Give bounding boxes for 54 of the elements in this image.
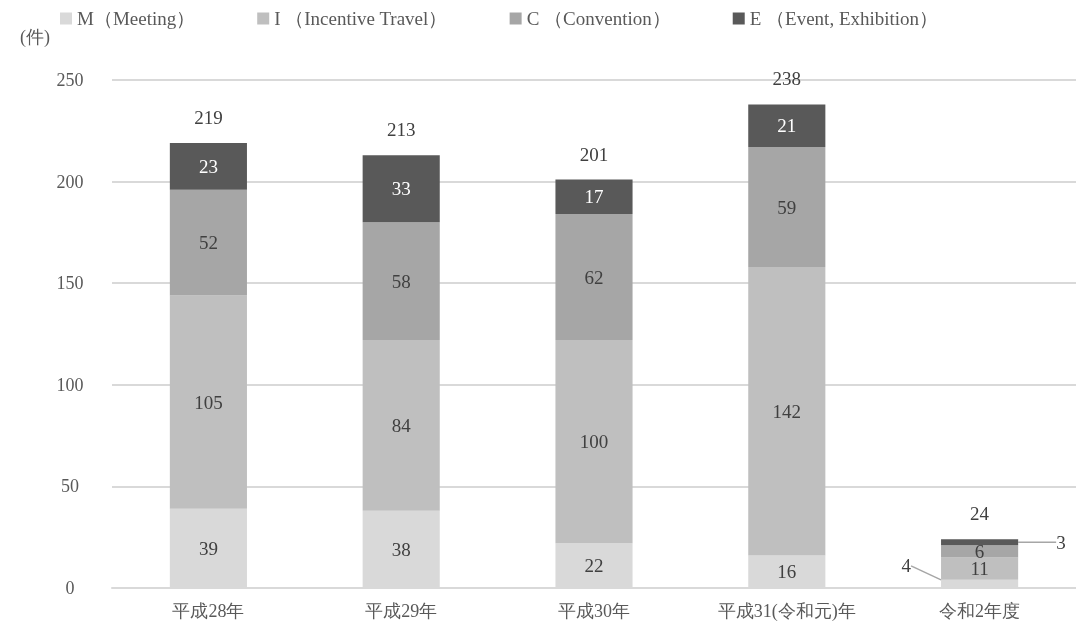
data-label: 38: [391, 538, 411, 560]
legend-label: C （Convention）: [526, 8, 671, 29]
x-tick-label: 平成29年: [365, 601, 438, 621]
y-tick-label: 50: [61, 476, 79, 497]
legend-label: M（Meeting）: [77, 8, 196, 29]
data-label: 39: [198, 537, 218, 559]
bar: [169, 189, 247, 296]
data-label: 16: [777, 561, 797, 583]
data-label: 17: [584, 186, 604, 208]
x-tick-label: 平成28年: [172, 601, 245, 621]
data-label: 4: [901, 555, 912, 577]
data-label: 100: [579, 431, 609, 453]
total-label: 238: [772, 68, 802, 90]
total-label: 213: [386, 119, 416, 141]
y-tick-label: 200: [56, 171, 84, 192]
data-label: 84: [391, 414, 412, 436]
x-tick-label: 平成30年: [558, 601, 630, 621]
total-label: 201: [579, 143, 609, 165]
data-label: 105: [194, 391, 223, 413]
data-label: 52: [198, 232, 218, 254]
bar: [748, 104, 826, 148]
legend-label: E （Event, Exhibition）: [749, 8, 939, 29]
bar: [169, 295, 247, 509]
y-tick-label: 100: [56, 374, 84, 395]
bar: [941, 539, 1019, 546]
data-label: 3: [1056, 531, 1066, 553]
bar: [362, 340, 440, 511]
y-tick-label: 150: [56, 273, 84, 294]
bar: [941, 545, 1019, 558]
legend-label: I （Incentive Travel）: [274, 8, 448, 29]
y-axis-title: (件): [20, 27, 50, 48]
data-label: 22: [584, 555, 604, 577]
data-label: 62: [584, 266, 604, 288]
y-tick-label: 0: [65, 578, 75, 598]
bar: [555, 214, 633, 341]
y-tick-label: 250: [56, 70, 84, 90]
data-label: 142: [772, 400, 802, 422]
data-label: 33: [391, 178, 411, 200]
x-tick-label: 平成31(令和元)年: [717, 601, 856, 622]
bar: [362, 222, 440, 341]
x-tick-label: 令和2年度: [939, 601, 1021, 621]
data-label: 21: [777, 115, 797, 137]
total-label: 24: [970, 503, 990, 525]
bar: [555, 179, 633, 215]
data-label: 58: [391, 270, 411, 292]
bar: [555, 340, 633, 544]
bar: [748, 266, 826, 556]
data-label: 23: [198, 155, 218, 177]
data-label: 59: [777, 196, 797, 218]
bar: [362, 155, 440, 223]
bar: [748, 147, 826, 267]
total-label: 219: [194, 106, 223, 128]
bar: [169, 142, 247, 190]
bar: [941, 557, 1019, 580]
